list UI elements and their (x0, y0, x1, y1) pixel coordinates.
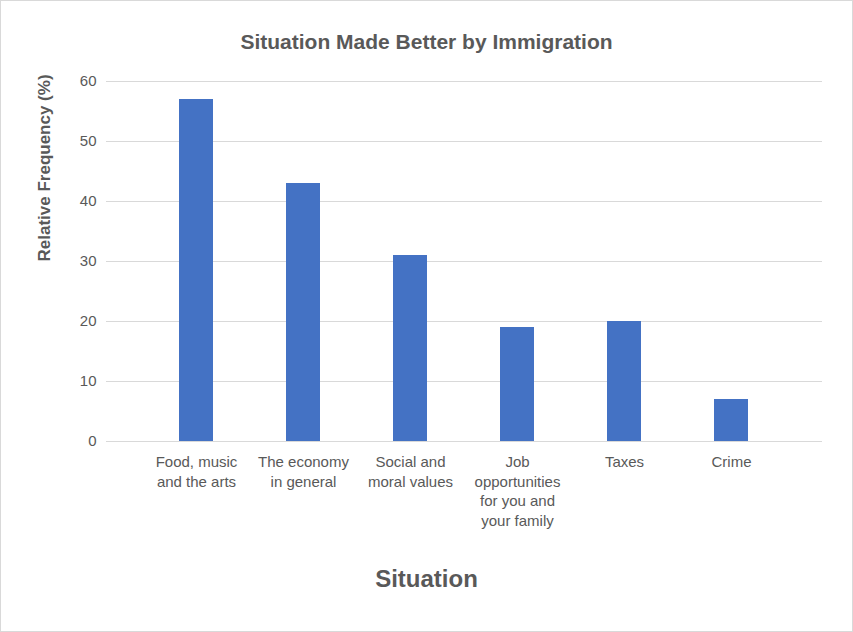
svg-text:50: 50 (80, 132, 97, 149)
html-text:Situation Made Better by Immig: Situation Made Better by Immigration (240, 30, 613, 53)
svg-text:40: 40 (80, 192, 97, 209)
svg-text:Jobopportunitiesfor you andyou: Jobopportunitiesfor you andyour family (475, 453, 561, 528)
html-text:Situation: Situation (375, 565, 478, 592)
svg-text:The economyin general: The economyin general (258, 453, 349, 490)
svg-text:60: 60 (80, 72, 97, 89)
svg-text:Taxes: Taxes (605, 453, 644, 470)
svg-text:0: 0 (88, 432, 96, 449)
svg-text:Food, musicand the arts: Food, musicand the arts (156, 453, 238, 490)
svg-text:Social andmoral values: Social andmoral values (368, 453, 453, 490)
svg-text:30: 30 (80, 252, 97, 269)
svg-text:10: 10 (80, 372, 97, 389)
svg-text:Relative Frequency (%): Relative Frequency (%) (35, 74, 54, 261)
svg-text:Crime: Crime (712, 453, 752, 470)
svg-text:20: 20 (80, 312, 97, 329)
